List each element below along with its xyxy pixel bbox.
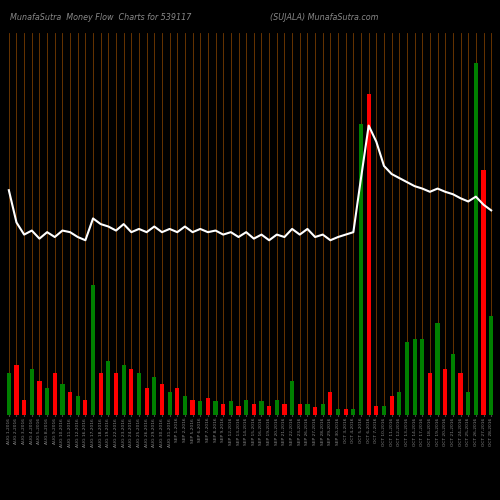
Bar <box>282 404 286 415</box>
Bar <box>320 404 325 415</box>
Bar <box>298 404 302 415</box>
Bar <box>114 373 118 415</box>
Bar <box>175 388 180 415</box>
Bar <box>84 400 87 415</box>
Bar <box>244 400 248 415</box>
Bar <box>214 401 218 415</box>
Bar <box>144 388 148 415</box>
Bar <box>221 404 226 415</box>
Bar <box>328 392 332 415</box>
Bar <box>451 354 455 415</box>
Bar <box>274 400 279 415</box>
Bar <box>374 406 378 415</box>
Bar <box>30 369 34 415</box>
Bar <box>267 406 271 415</box>
Bar <box>6 373 11 415</box>
Bar <box>397 392 402 415</box>
Bar <box>76 396 80 415</box>
Bar <box>405 342 409 415</box>
Bar <box>482 170 486 415</box>
Bar <box>420 338 424 415</box>
Bar <box>443 369 448 415</box>
Bar <box>252 404 256 415</box>
Bar <box>129 369 134 415</box>
Bar <box>14 366 18 415</box>
Bar <box>198 401 202 415</box>
Bar <box>436 323 440 415</box>
Bar <box>466 392 470 415</box>
Text: MunafaSutra  Money Flow  Charts for 539117: MunafaSutra Money Flow Charts for 539117 <box>10 12 192 22</box>
Bar <box>137 373 141 415</box>
Bar <box>260 401 264 415</box>
Bar <box>290 380 294 415</box>
Bar <box>168 392 172 415</box>
Bar <box>474 63 478 415</box>
Bar <box>336 409 340 415</box>
Bar <box>160 384 164 415</box>
Bar <box>229 401 233 415</box>
Bar <box>206 398 210 415</box>
Bar <box>359 124 363 415</box>
Bar <box>352 409 356 415</box>
Bar <box>366 94 371 415</box>
Text: (SUJALA) MunafaSutra.com: (SUJALA) MunafaSutra.com <box>270 12 378 22</box>
Bar <box>306 404 310 415</box>
Bar <box>91 285 95 415</box>
Bar <box>344 409 348 415</box>
Bar <box>390 396 394 415</box>
Bar <box>190 400 194 415</box>
Bar <box>458 373 462 415</box>
Bar <box>60 384 64 415</box>
Bar <box>313 408 317 415</box>
Bar <box>22 400 26 415</box>
Bar <box>106 362 110 415</box>
Bar <box>52 373 57 415</box>
Bar <box>183 396 187 415</box>
Bar <box>236 406 240 415</box>
Bar <box>428 373 432 415</box>
Bar <box>38 380 42 415</box>
Bar <box>489 316 494 415</box>
Bar <box>412 338 416 415</box>
Bar <box>68 392 72 415</box>
Bar <box>152 377 156 415</box>
Bar <box>382 406 386 415</box>
Bar <box>122 366 126 415</box>
Bar <box>45 388 49 415</box>
Bar <box>98 373 103 415</box>
